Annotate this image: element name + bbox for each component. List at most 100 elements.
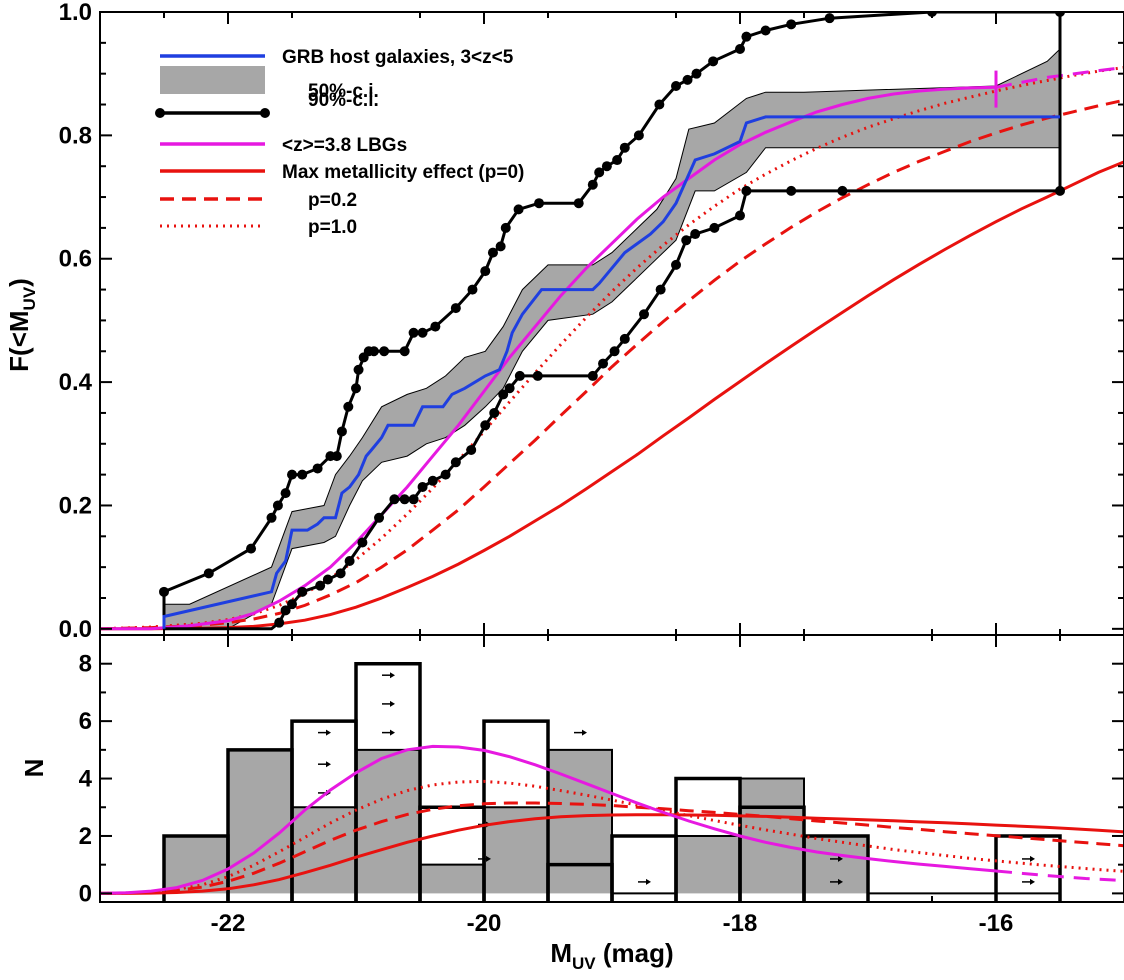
ci90-lower-point [489,407,500,418]
ci90-lower-point [655,284,666,295]
ci90-upper-point [682,74,693,85]
ci90-upper-point [246,543,257,554]
ci90-upper-point [312,463,323,474]
ci90-lower-point [671,259,681,270]
ci90-lower-point [709,222,720,233]
ci90-upper-point [594,167,605,178]
upper-limit-arrow-head [326,729,331,736]
ci90-upper-point [480,266,491,277]
ci90-lower-point [274,617,285,628]
legend-swatch-ci50 [160,66,265,94]
ci90-lower-point [837,185,848,196]
upper-limit-arrow-head [582,729,587,736]
ci90-upper-point [500,222,511,233]
ci90-upper-point [297,469,308,480]
upper-limit-arrow-head [1030,855,1035,862]
ci90-lower-point [532,370,543,381]
detection-bar [420,864,484,894]
ci90-lower-point [408,494,419,505]
ci90-lower-point [619,333,630,344]
ci90-upper-point [368,346,379,357]
ci90-upper-point [408,327,419,338]
ci90-upper-point [612,155,623,166]
plot-frame [99,11,1124,903]
ci90-upper-point [587,179,598,190]
y-axis-label-bottom: N [19,759,49,778]
ci90-upper-point [513,204,524,215]
metal-p02-curve-top [100,98,1124,631]
ci90-upper-point [760,25,771,36]
ci90-upper-point [399,346,410,357]
ci90-lower-point [440,469,451,480]
total-bar-outline [482,719,550,902]
upper-limit-arrow-head [838,855,843,862]
total-bar-outline [610,834,678,902]
ci90-upper-point [351,383,361,394]
ci90-lower-point [587,370,598,381]
grb-median-line [162,115,1060,629]
ci90-lower-point [498,389,509,400]
ci90-upper-point [654,99,665,110]
ci90-lower-point [514,370,525,381]
legend-label-metal-p0: Max metallicity effect (p=0) [282,162,524,183]
x-tick-label: -16 [979,910,1014,937]
ci90-upper-point [417,327,428,338]
ci90-upper-point [379,346,390,357]
y-tick-label-top: 0.6 [59,246,92,273]
upper-limit-arrow-head [390,729,395,736]
ci90-upper-point [343,401,354,412]
total-bar-outline [354,661,422,902]
y-tick-label-top: 0.8 [59,122,92,149]
ci90-upper-point [741,31,752,42]
ci90-upper-point [287,469,297,480]
x-tick-label: -18 [723,910,758,937]
upper-limit-arrow-head [1030,878,1035,885]
ci90-upper-point [786,19,797,30]
ci90-lower-point [335,568,346,579]
y-tick-label-top: 0.0 [59,616,92,643]
legend-label-lbg: <z>=3.8 LBGs [282,135,407,156]
upper-limit-arrow-head [646,878,651,885]
y-tick-label-bottom: 2 [79,823,92,850]
legend: GRB host galaxies, 3<z<5 50%-c.i.90%-c.i.… [155,47,524,238]
ci90-upper-point [280,488,291,499]
ci90-upper-point [735,44,745,55]
top-panel: 0.0 0.2 0.4 0.6 0.8 1.0 GRB host galaxies, 3<… [4,0,1124,643]
ci90-lower-point [466,444,477,455]
y-tick-label-bottom: 8 [79,651,92,678]
detection-bar [676,835,740,894]
lbg-extrapolation-top [995,66,1124,89]
ci90-upper-point [495,241,506,252]
ci90-lower-point [427,475,438,486]
ci90-upper-point [467,284,478,295]
legend-label-ci90: 90%-c.i. [308,90,379,111]
ci90-lower-point [417,481,428,492]
ci90-lower-point [450,457,461,468]
ci90-lower-point [389,494,400,505]
ci90-upper-point [487,247,498,258]
x-tick-label: -20 [467,910,502,937]
ci90-lower-point [399,494,410,505]
upper-limit-arrow-head [390,700,395,707]
y-tick-label-bottom: 4 [79,766,93,793]
ci90-lower-point [598,358,609,369]
detection-bar [740,778,804,894]
ci90-upper-point [824,13,835,24]
ci90-lower-point [681,235,692,246]
upper-limit-arrow-head [390,672,395,679]
legend-label-metal-p02: p=0.2 [308,190,357,211]
ci90-upper-point [534,198,545,209]
metal-p0-curve-bottom [100,813,1124,895]
ci90-lower-point [735,210,745,221]
ci90-upper-point [601,161,612,172]
ci90-upper-point [708,56,719,67]
ci90-upper-point [633,130,644,141]
ci90-upper-point [353,364,364,375]
ci90-upper-point [450,303,461,314]
legend-swatch-ci90-dot [155,108,165,118]
lbg-curve-bottom [100,744,997,895]
ci90-upper-point [336,426,347,437]
y-tick-label-top: 1.0 [59,0,92,26]
metal-p1-curve-bottom [100,779,1124,895]
